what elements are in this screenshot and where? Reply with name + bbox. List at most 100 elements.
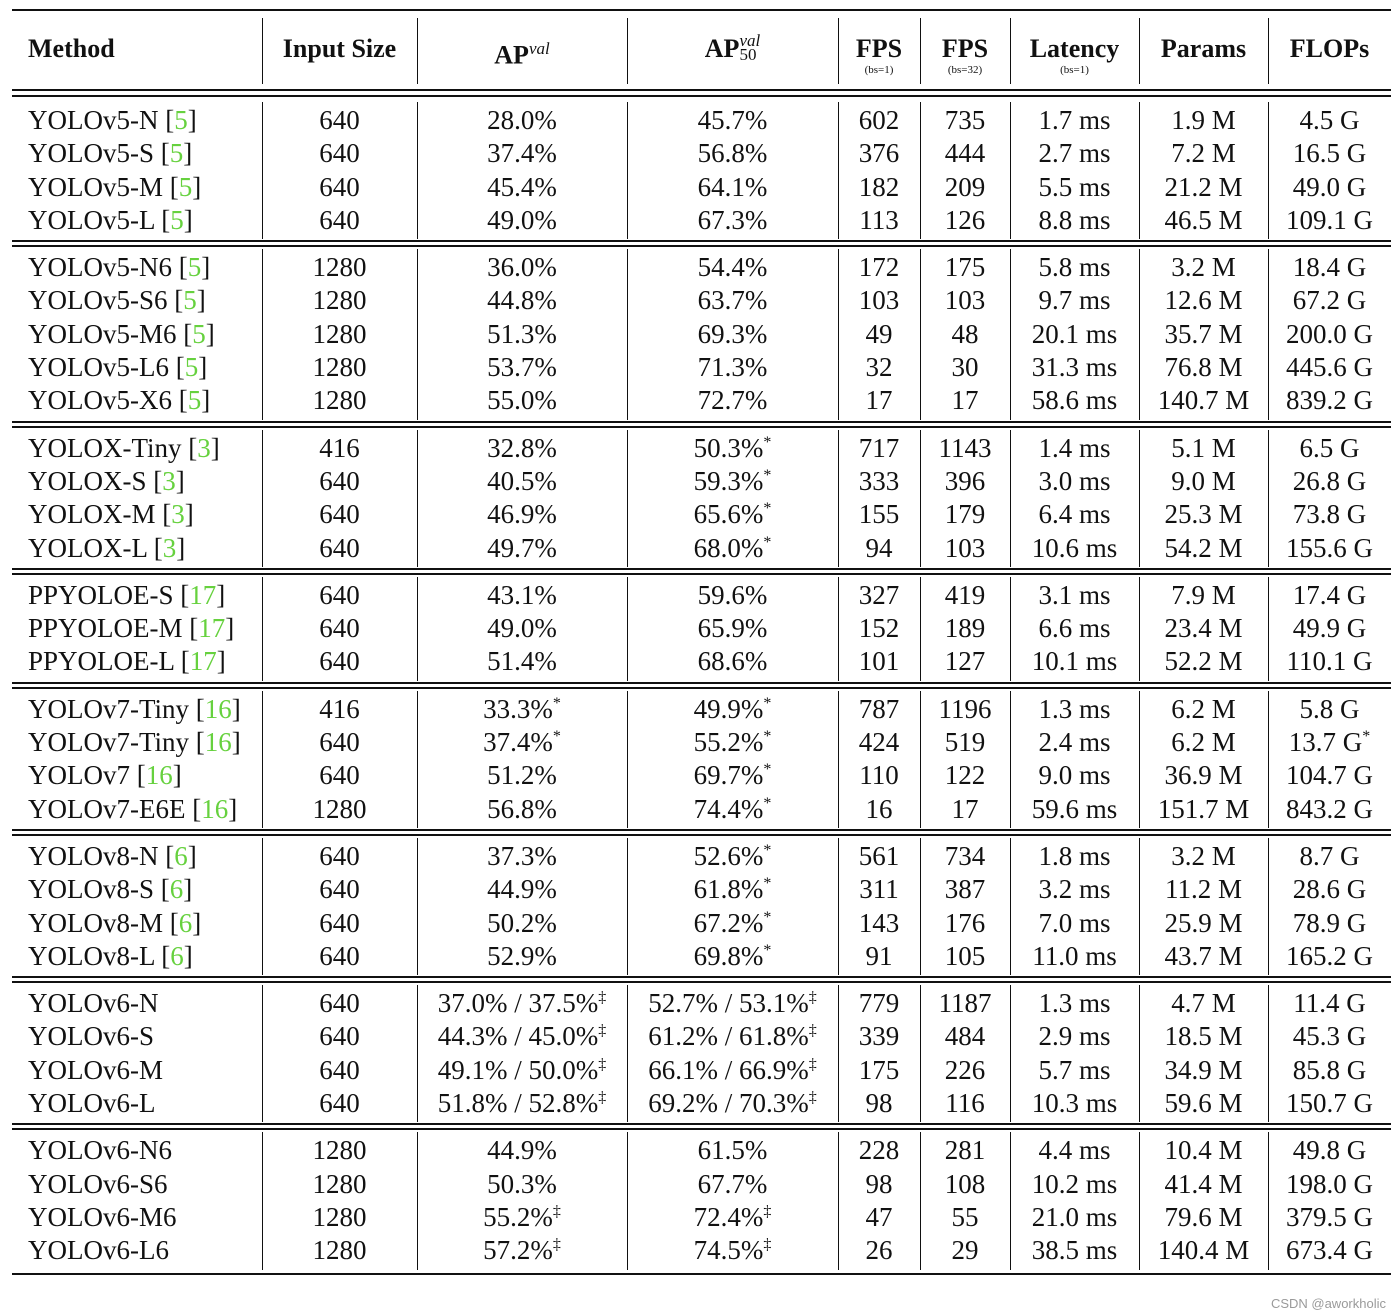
citation-link[interactable]: 3 bbox=[197, 432, 211, 463]
citation-link[interactable]: 5 bbox=[192, 318, 206, 349]
header-superscript: val 50 bbox=[739, 32, 760, 63]
cell-ap-val: 43.1% bbox=[417, 579, 627, 612]
citation-link[interactable]: 5 bbox=[183, 285, 197, 316]
cell-text: 68.0% bbox=[693, 532, 764, 563]
citation-link[interactable]: 16 bbox=[201, 793, 229, 824]
cell-latency: 6.4 ms bbox=[1010, 498, 1139, 531]
citation-link[interactable]: 5 bbox=[184, 352, 199, 383]
cell-fps-bs1: 172 bbox=[838, 251, 920, 284]
citation-open: [ bbox=[154, 204, 171, 235]
citation-link[interactable]: 6 bbox=[178, 907, 193, 938]
cell-text: 640 bbox=[319, 613, 360, 644]
cell-fps-bs32: 175 bbox=[920, 251, 1010, 284]
cell-text: 640 bbox=[319, 1021, 360, 1052]
cell-input-size: 1280 bbox=[262, 1201, 417, 1234]
cell-params: 6.2 M bbox=[1139, 693, 1268, 726]
cell-text: 1.3 ms bbox=[1038, 693, 1111, 724]
cell-method: YOLOv6-L bbox=[12, 1087, 262, 1120]
cell-text: 640 bbox=[319, 841, 360, 871]
citation-link[interactable]: 16 bbox=[204, 727, 232, 758]
citation-link[interactable]: 3 bbox=[171, 499, 185, 530]
citation-link[interactable]: 17 bbox=[198, 613, 226, 644]
citation-link[interactable]: 5 bbox=[170, 204, 184, 235]
table-row: YOLOv7-Tiny [16] 640 37.4%* 55.2%* 424 519 2.4… bbox=[12, 726, 1391, 759]
column-separator bbox=[838, 838, 839, 976]
cell-ap-val: 44.8% bbox=[417, 284, 627, 317]
table-row: YOLOv5-S6 [5] 1280 44.8% 63.7% 103 103 9.7 ms 1… bbox=[12, 284, 1391, 317]
group-rule bbox=[12, 981, 1391, 984]
column-separator bbox=[262, 1132, 263, 1270]
cell-text: 55.2% bbox=[693, 727, 764, 758]
column-separator bbox=[627, 18, 628, 84]
cell-text: 11.2 M bbox=[1164, 874, 1242, 905]
cell-latency: 2.4 ms bbox=[1010, 726, 1139, 759]
cell-input-size: 1280 bbox=[262, 793, 417, 826]
citation-close: ] bbox=[192, 907, 202, 938]
citation-link[interactable]: 16 bbox=[204, 693, 232, 724]
citation-link[interactable]: 17 bbox=[189, 579, 217, 610]
citation-link[interactable]: 5 bbox=[178, 171, 193, 202]
cell-text: 25.3 M bbox=[1164, 499, 1243, 530]
cell-method: YOLOX-S [3] bbox=[12, 465, 262, 498]
cell-fps-bs32: 189 bbox=[920, 612, 1010, 645]
citation-link[interactable]: 5 bbox=[187, 385, 202, 416]
citation-open: [ bbox=[189, 693, 205, 724]
citation-link[interactable]: 3 bbox=[162, 532, 177, 563]
cell-latency: 10.2 ms bbox=[1010, 1168, 1139, 1201]
cell-text: 74.4% bbox=[693, 793, 764, 824]
cell-ap50-val: 71.3% bbox=[627, 351, 838, 384]
header-input-size-label: Input Size bbox=[262, 34, 417, 64]
cell-text: 17 bbox=[951, 385, 979, 416]
citation-open: [ bbox=[155, 499, 172, 530]
cell-ap-val: 51.4% bbox=[417, 645, 627, 678]
citation-link[interactable]: 17 bbox=[189, 646, 217, 677]
citation-link[interactable]: 6 bbox=[170, 940, 184, 971]
header-method-label: Method bbox=[12, 34, 262, 64]
header-params-label: Params bbox=[1139, 34, 1268, 64]
cell-text: 1.4 ms bbox=[1038, 432, 1111, 463]
cell-text: 61.8% bbox=[693, 874, 764, 905]
group-rule bbox=[12, 420, 1391, 423]
cell-ap-val: 37.4% bbox=[417, 137, 627, 170]
header-fps-bs32: FPS (bs=32) bbox=[920, 10, 1010, 88]
cell-text: 5.8 ms bbox=[1038, 252, 1111, 283]
cell-ap-val: 37.4%* bbox=[417, 726, 627, 759]
table-row: YOLOv5-L [5] 640 49.0% 67.3% 113 126 8.8 ms 46.… bbox=[12, 204, 1391, 237]
cell-text: 3.0 ms bbox=[1038, 465, 1111, 496]
cell-flops: 198.0 G bbox=[1268, 1168, 1391, 1201]
column-separator bbox=[1010, 18, 1011, 84]
cell-ap50-val: 72.7% bbox=[627, 384, 838, 417]
citation-open: [ bbox=[154, 874, 170, 905]
column-separator bbox=[1139, 1132, 1140, 1270]
cell-text: 602 bbox=[858, 105, 900, 135]
citation-link[interactable]: 5 bbox=[169, 138, 184, 169]
citation-link[interactable]: 3 bbox=[162, 465, 176, 496]
column-separator bbox=[1268, 18, 1269, 84]
cell-text: 65.9% bbox=[697, 613, 768, 644]
citation-link[interactable]: 6 bbox=[169, 874, 184, 905]
column-separator bbox=[262, 429, 263, 567]
cell-text: 1280 bbox=[312, 352, 367, 383]
cell-params: 10.4 M bbox=[1139, 1134, 1268, 1167]
header-latency: Latency (bs=1) bbox=[1010, 10, 1139, 88]
citation-open: [ bbox=[182, 613, 199, 644]
citation-open: [ bbox=[171, 385, 188, 416]
cell-text: 78.9 G bbox=[1292, 907, 1367, 938]
cell-params: 4.7 M bbox=[1139, 987, 1268, 1020]
cell-params: 3.2 M bbox=[1139, 251, 1268, 284]
citation-link[interactable]: 6 bbox=[174, 841, 188, 871]
cell-text: 64.1% bbox=[697, 171, 768, 202]
cell-flops: 49.0 G bbox=[1268, 171, 1391, 204]
citation-link[interactable]: 5 bbox=[187, 252, 202, 283]
citation-link[interactable]: 16 bbox=[145, 760, 173, 791]
cell-text: 843.2 G bbox=[1286, 793, 1373, 824]
cell-text: 1280 bbox=[312, 1201, 367, 1232]
footnote-mark: * bbox=[552, 694, 561, 712]
citation-link[interactable]: 5 bbox=[174, 105, 188, 135]
cell-text: 49.8 G bbox=[1292, 1135, 1367, 1166]
cell-input-size: 1280 bbox=[262, 1234, 417, 1267]
group-rule bbox=[12, 834, 1391, 836]
citation-close: ] bbox=[192, 171, 202, 202]
cell-text: 49.1% / 50.0% bbox=[437, 1054, 599, 1085]
cell-fps-bs32: 48 bbox=[920, 318, 1010, 351]
